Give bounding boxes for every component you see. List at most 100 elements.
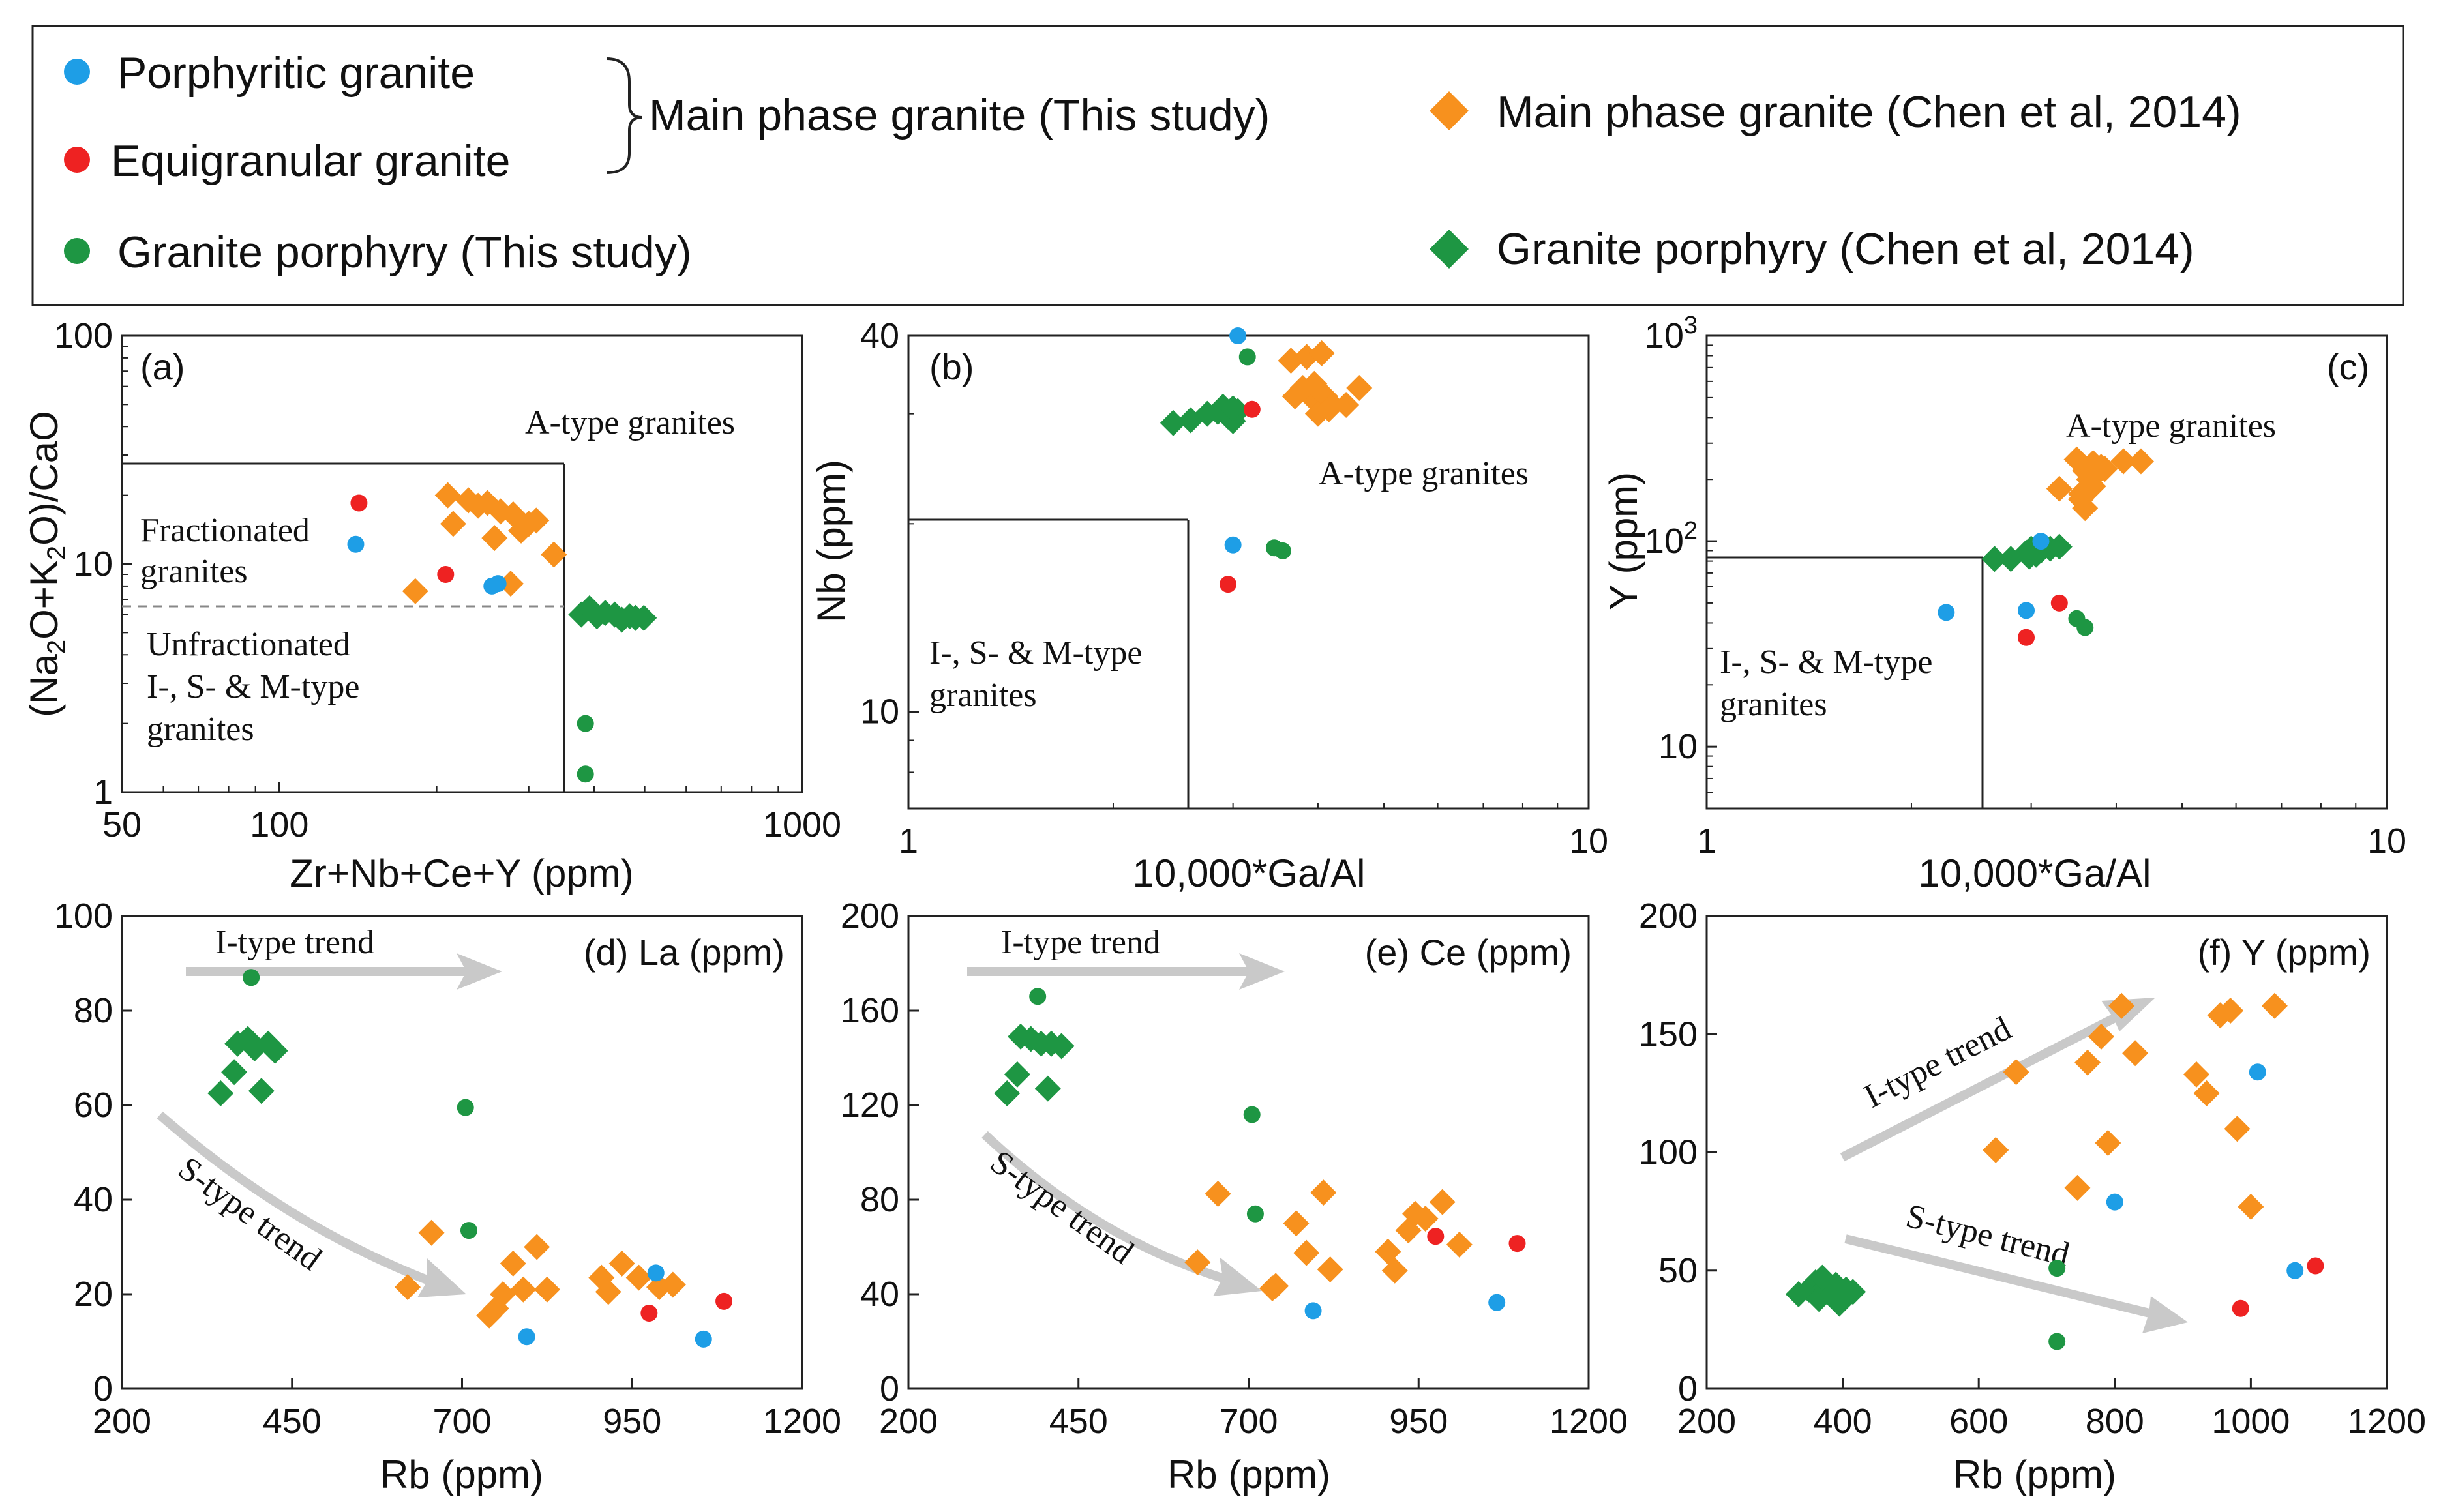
panel-d-point-chen-porphyry	[221, 1059, 248, 1086]
panel-f: (f) Y (ppm) I-type trend S-type trend Rb…	[1639, 897, 2426, 1496]
panel-e-i-type-arrow	[967, 953, 1285, 990]
panel-e-point-chen-main	[1205, 1180, 1231, 1207]
panel-b-point-porphyry	[1274, 542, 1291, 559]
panel-e-ytick-label: 40	[860, 1275, 899, 1314]
panel-f-ytick-label: 0	[1678, 1369, 1698, 1408]
panel-f-point-chen-main	[2074, 1049, 2101, 1076]
panel-f-xtick-label: 600	[1949, 1402, 2008, 1441]
panel-f-point-porphyry	[2048, 1333, 2066, 1350]
panel-d-ytick-label: 80	[74, 991, 113, 1030]
panel-b-ytick-label: 10	[860, 692, 899, 732]
legend-chen-porphyry-label: Granite porphyry (Chen et al, 2014)	[1497, 224, 2194, 274]
panel-d-point-porphyry	[243, 969, 260, 986]
legend-box	[31, 25, 2404, 306]
panel-f-s-type-arrow	[1844, 1234, 2188, 1333]
panel-a-points	[347, 482, 657, 783]
panel-f-point-chen-main	[2064, 1174, 2091, 1201]
panel-d-point-chen-main	[418, 1219, 445, 1246]
panel-b-label: (b)	[929, 346, 974, 387]
panel-d-point-chen-main	[608, 1250, 635, 1277]
panel-b-xtick-label: 1	[899, 822, 918, 861]
panel-b-points	[1160, 327, 1373, 593]
panel-f-ytick-label: 100	[1639, 1133, 1698, 1172]
panel-f-ticks: 200 400 600 800 1000 1200 0 50 100 150 200	[1639, 897, 2426, 1441]
legend-porphyritic-label: Porphyritic granite	[117, 48, 475, 98]
panel-c-ytick-label: 102	[1645, 517, 1698, 561]
panel-a-annotation-fractionated: Fractionated	[140, 512, 310, 549]
panel-b-frame	[907, 334, 1590, 810]
panel-a-point-chen-main	[465, 492, 492, 519]
panel-b: (b) A-type granites I-, S- & M-type gran…	[809, 316, 1608, 895]
panel-b-y-axis-label: Nb (ppm)	[809, 460, 853, 623]
panel-c-ytick-label: 103	[1645, 312, 1698, 355]
panel-f-point-chen-porphyry	[1823, 1271, 1849, 1298]
panel-f-point-chen-main	[2261, 992, 2288, 1019]
panel-c-frame	[1705, 334, 2388, 810]
panel-a-point-porphyritic	[489, 575, 507, 593]
panel-f-xtick-label: 200	[1677, 1402, 1736, 1441]
panel-e-point-chen-main	[1317, 1256, 1343, 1282]
panel-b-point-chen-main	[1315, 396, 1342, 422]
panel-b-point-porphyry	[1238, 348, 1256, 366]
panel-d-point-chen-porphyry	[207, 1080, 234, 1106]
panel-c-point-chen-main	[2110, 448, 2137, 475]
panel-f-point-chen-main	[2088, 1023, 2114, 1050]
panel-e-x-axis-label: Rb (ppm)	[1167, 1453, 1330, 1496]
panel-e-s-type-arrow-head	[1213, 1257, 1262, 1296]
panel-a-y-axis-label: (Na2O+K2O)/CaO	[22, 411, 71, 717]
panel-e-i-type-arrow-head	[1239, 953, 1285, 990]
panel-a-point-chen-main	[508, 517, 535, 544]
panel-f-frame	[1705, 915, 2388, 1390]
panel-f-point-chen-main	[2238, 1193, 2264, 1220]
panel-d-point-chen-main	[490, 1281, 517, 1307]
panel-f-point-chen-main	[2108, 992, 2135, 1019]
panel-d-point-chen-porphyry	[262, 1037, 288, 1064]
panel-d-point-chen-main	[533, 1276, 560, 1303]
panel-a: (a) A-type granites Fractionated granite…	[22, 316, 841, 895]
panel-d-label: (d) La (ppm)	[584, 932, 785, 973]
panel-a-point-chen-main	[498, 571, 524, 597]
panel-a-xtick-label: 100	[250, 805, 308, 844]
panel-c-point-porphyritic	[1938, 604, 1955, 621]
panel-f-point-chen-main	[2183, 1061, 2209, 1088]
panel-b-point-chen-main	[1308, 340, 1335, 366]
panel-a-label: (a)	[140, 346, 185, 387]
panel-e-point-porphyry	[1029, 988, 1047, 1005]
panel-e-point-chen-porphyry	[994, 1080, 1021, 1106]
legend-chen-porphyry-marker	[1430, 230, 1469, 269]
panel-c-ytick-label: 10	[1658, 727, 1698, 766]
panel-d-point-chen-main	[395, 1274, 421, 1301]
panel-d-points	[207, 969, 733, 1348]
panel-d-point-chen-main	[500, 1250, 526, 1277]
panel-e-ytick-label: 80	[860, 1180, 899, 1219]
panel-d-xtick-label: 1200	[763, 1402, 841, 1441]
panel-d-ytick-label: 40	[74, 1180, 113, 1219]
panel-f-point-porphyritic	[2106, 1193, 2123, 1211]
panel-b-x-axis-label: 10,000*Ga/Al	[1133, 852, 1366, 895]
panel-d-xtick-label: 200	[93, 1402, 151, 1441]
panel-d-ytick-label: 100	[54, 897, 113, 936]
panel-a-annotation-types: I-, S- & M-type	[147, 668, 359, 705]
panel-a-ytick-label: 10	[74, 544, 113, 584]
panel-f-point-chen-main	[2122, 1040, 2149, 1067]
panel-d-ytick-label: 60	[74, 1086, 113, 1125]
panel-f-xtick-label: 1000	[2211, 1402, 2290, 1441]
panel-e-point-chen-main	[1412, 1206, 1439, 1232]
panel-f-point-chen-main	[2095, 1130, 2121, 1156]
panel-f-xtick-label: 400	[1814, 1402, 1872, 1441]
panel-d-point-porphyry	[460, 1222, 477, 1239]
panel-e-point-chen-main	[1293, 1239, 1320, 1266]
panel-a-annotation-a-type: A-type granites	[525, 404, 735, 441]
panel-d-point-chen-main	[625, 1264, 652, 1291]
panel-c-point-chen-main	[2067, 486, 2094, 512]
legend-main-phase-label: Main phase granite (This study)	[649, 91, 1270, 140]
panel-b-annotation-granites: granites	[929, 677, 1037, 714]
panel-e-xtick-label: 950	[1389, 1402, 1448, 1441]
panel-f-xtick-label: 800	[2086, 1402, 2144, 1441]
panel-f-point-equigranular	[2307, 1257, 2324, 1275]
panel-e-point-chen-main	[1310, 1179, 1337, 1206]
panel-c-xtick-label: 10	[2367, 822, 2406, 861]
panel-a-point-chen-porphyry	[631, 604, 657, 631]
panel-e-xtick-label: 450	[1049, 1402, 1108, 1441]
